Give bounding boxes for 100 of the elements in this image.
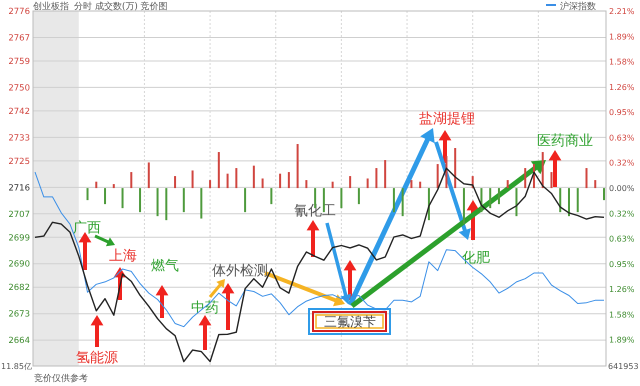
y2-tick-label: 0.63%: [609, 134, 635, 143]
bar: [524, 168, 526, 188]
bar: [349, 176, 352, 188]
y2-tick-label: 1.89%: [609, 32, 635, 42]
bar: [104, 188, 106, 204]
bar: [95, 182, 98, 188]
y2-tick-label: 0.32%: [609, 158, 635, 168]
bar: [419, 182, 422, 188]
bar: [402, 188, 404, 216]
text: 641953: [608, 362, 639, 371]
bar: [603, 188, 605, 200]
bar: [559, 188, 562, 212]
y2-tick-label: 0.63%: [609, 234, 635, 244]
y-tick-label: 2690: [8, 260, 30, 270]
bar: [489, 188, 492, 208]
bar: [148, 162, 150, 188]
y-tick-label: 2673: [8, 310, 30, 320]
annotation: 盐湖提锂: [419, 111, 475, 127]
bar: [218, 152, 220, 188]
bar: [244, 188, 246, 212]
bar: [139, 188, 142, 212]
y-tick-label: 2750: [8, 83, 30, 94]
text: 竞价仅供参考: [34, 373, 88, 384]
bar: [384, 160, 386, 188]
bar: [550, 172, 552, 188]
line-series: [34, 168, 605, 362]
bar: [594, 180, 596, 188]
y-tick-label: 2733: [8, 133, 30, 144]
bar: [366, 178, 369, 188]
bar: [174, 176, 176, 188]
bar: [375, 168, 378, 188]
y2-tick-label: 1.58%: [609, 310, 635, 320]
bar: [515, 188, 518, 216]
y2-tick-label: 2.21%: [609, 7, 635, 16]
y-tick-label: 2767: [8, 33, 30, 44]
bar: [568, 188, 570, 216]
bar: [200, 188, 202, 219]
annotation: 氢能源: [76, 350, 118, 366]
bar: [165, 188, 168, 220]
y-tick-label: 2759: [8, 56, 30, 67]
y-tick-label: 2699: [8, 233, 30, 244]
bar: [305, 180, 308, 188]
y-tick-label: 2742: [8, 106, 30, 117]
text: 11.85亿: [1, 362, 32, 371]
y2-tick-label: 1.58%: [609, 57, 635, 66]
bar: [288, 172, 290, 188]
bar: [279, 174, 282, 188]
bar: [296, 144, 299, 188]
bar: [86, 188, 89, 200]
y-tick-label: 2725: [8, 156, 30, 167]
y2-tick-label: 0.00%: [609, 184, 635, 194]
y2-tick-label: 1.26%: [609, 83, 635, 92]
bar: [156, 188, 159, 216]
y2-tick-label: 0.95%: [609, 260, 635, 270]
bar: [192, 170, 194, 188]
y-tick-label: 2716: [8, 183, 30, 194]
annotation: 燃气: [151, 258, 179, 274]
annotation: 体外检测: [212, 263, 268, 279]
bar: [462, 188, 465, 224]
bar: [436, 164, 439, 188]
bar: [235, 168, 238, 188]
bar: [358, 188, 360, 204]
y2-tick-label: 1.26%: [609, 285, 635, 294]
annotation: 中药: [191, 300, 219, 316]
bar: [392, 188, 395, 212]
annotation: 三氟溴苄: [324, 315, 376, 330]
bar: [122, 188, 124, 208]
bar: [410, 180, 412, 188]
annotation: 氰化工: [294, 203, 336, 219]
annotation: 广西: [73, 220, 101, 236]
legend-label: 沪深指数: [560, 1, 596, 12]
bar: [542, 152, 544, 188]
annotation: 上海: [109, 248, 137, 264]
bar: [252, 166, 255, 188]
y-tick-label: 2682: [8, 283, 30, 294]
bar: [445, 156, 448, 188]
bar: [270, 188, 272, 204]
bar: [182, 188, 185, 212]
bar: [130, 172, 132, 188]
bar: [506, 180, 509, 188]
line-series: [34, 172, 604, 328]
annotation: 医药商业: [537, 133, 593, 149]
bar: [209, 180, 212, 188]
bar: [226, 174, 229, 188]
bar: [112, 184, 115, 188]
bar: [332, 182, 334, 188]
y2-tick-label: 1.89%: [609, 336, 635, 345]
y2-tick-label: 0.95%: [609, 108, 635, 117]
bar: [340, 188, 342, 208]
y-tick-label: 2776: [8, 7, 30, 17]
y-tick-label: 2707: [8, 210, 30, 220]
chart-title: 创业板指: [33, 1, 69, 12]
bar: [585, 168, 588, 188]
annotation: 化肥: [462, 250, 490, 266]
bar: [262, 178, 264, 188]
y-tick-label: 2664: [8, 336, 30, 346]
chart-subtitle: 分时 成交数(万) 竞价图: [74, 1, 168, 12]
bar: [498, 188, 500, 204]
bar: [454, 148, 456, 188]
y2-tick-label: 0.32%: [609, 210, 635, 219]
